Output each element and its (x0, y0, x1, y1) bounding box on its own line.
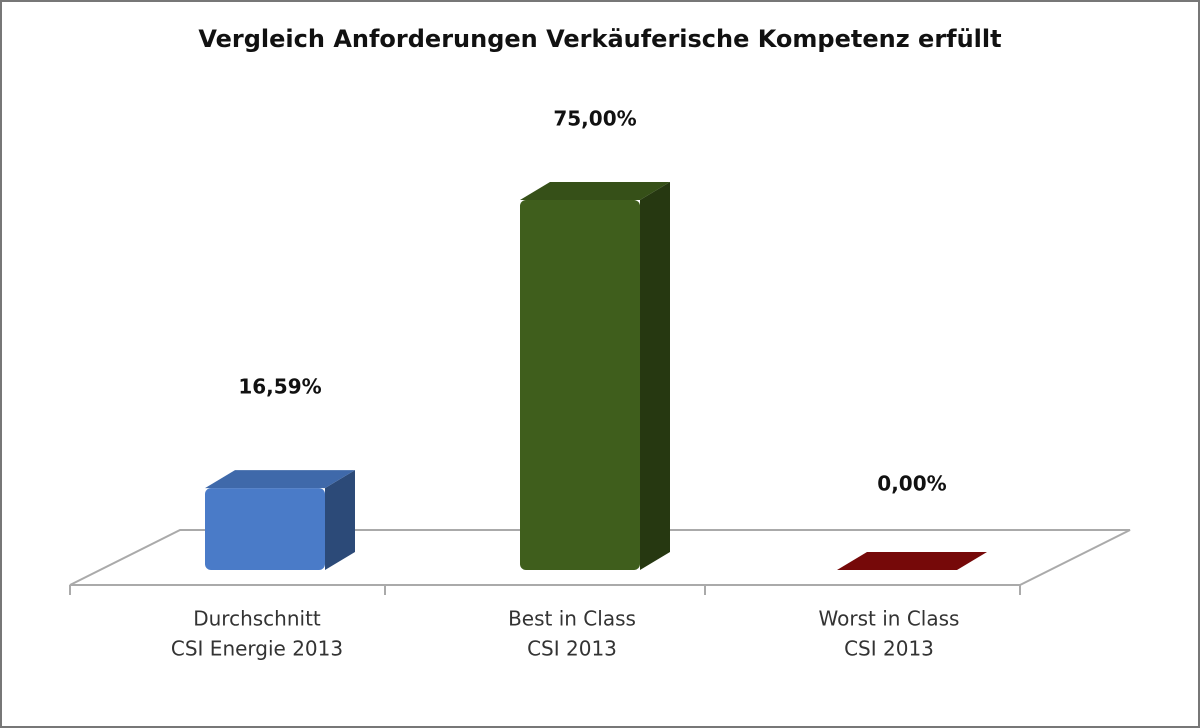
x-tick-label: Best in Class (508, 607, 636, 631)
x-tick-label: Durchschnitt (193, 607, 321, 631)
bar-top (205, 470, 355, 489)
value-label: 0,00% (877, 472, 946, 496)
value-label: 75,00% (553, 107, 636, 131)
bar (205, 470, 355, 570)
bar-top (837, 552, 987, 570)
x-tick-label: CSI 2013 (527, 637, 617, 661)
bar-top (520, 182, 670, 200)
chart-title: Vergleich Anforderungen Verkäuferische K… (198, 25, 1001, 53)
x-tick-label: CSI 2013 (844, 637, 934, 661)
bar (837, 552, 987, 570)
bar-side (325, 470, 355, 570)
bar-front (520, 200, 640, 570)
bar (520, 182, 670, 570)
x-tick-label: Worst in Class (819, 607, 960, 631)
bar-front (205, 488, 325, 570)
bar-side (640, 182, 670, 570)
x-tick-label: CSI Energie 2013 (171, 637, 343, 661)
value-label: 16,59% (238, 375, 321, 399)
